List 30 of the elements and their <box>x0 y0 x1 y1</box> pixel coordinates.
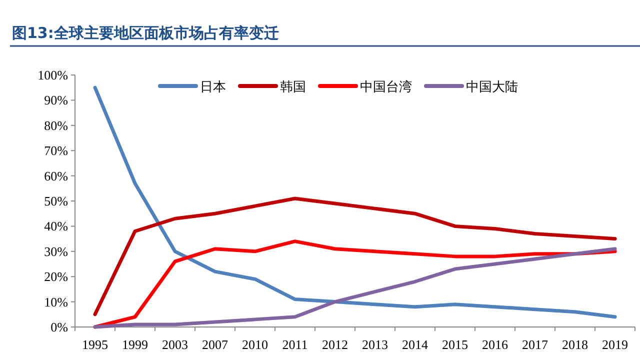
x-tick-label: 1995 <box>82 337 108 352</box>
y-tick-label: 60% <box>44 168 68 184</box>
y-tick-label: 10% <box>44 294 68 310</box>
y-tick-label: 20% <box>44 269 68 284</box>
legend-label: 中国大陆 <box>466 80 518 95</box>
y-tick-label: 40% <box>44 218 68 234</box>
legend-label: 韩国 <box>280 80 306 95</box>
x-tick-label: 2013 <box>362 337 388 352</box>
y-tick-label: 90% <box>44 92 68 108</box>
y-tick-label: 30% <box>44 244 68 259</box>
x-tick-label: 2019 <box>602 337 628 352</box>
x-tick-label: 2014 <box>402 337 428 352</box>
y-tick-label: 0% <box>50 320 68 334</box>
x-tick-label: 2003 <box>162 337 188 352</box>
x-tick-label: 2017 <box>522 337 548 352</box>
x-tick-label: 1999 <box>122 337 148 352</box>
y-tick-label: 100% <box>38 68 68 82</box>
x-tick-label: 2016 <box>482 337 508 352</box>
x-tick-label: 2012 <box>322 337 348 352</box>
y-tick-label: 80% <box>44 118 68 133</box>
legend-label: 中国台湾 <box>360 79 412 95</box>
x-tick-label: 2015 <box>442 337 468 352</box>
chart-title: 图13:全球主要地区面板市场占有率变迁 <box>12 24 279 42</box>
x-tick-label: 2010 <box>242 337 268 352</box>
y-tick-label: 70% <box>44 143 68 158</box>
y-tick-label: 50% <box>44 194 68 208</box>
x-tick-label: 2011 <box>282 337 308 352</box>
x-tick-label: 2018 <box>562 337 588 352</box>
x-tick-label: 2007 <box>202 337 228 352</box>
legend-label: 日本 <box>200 80 226 95</box>
